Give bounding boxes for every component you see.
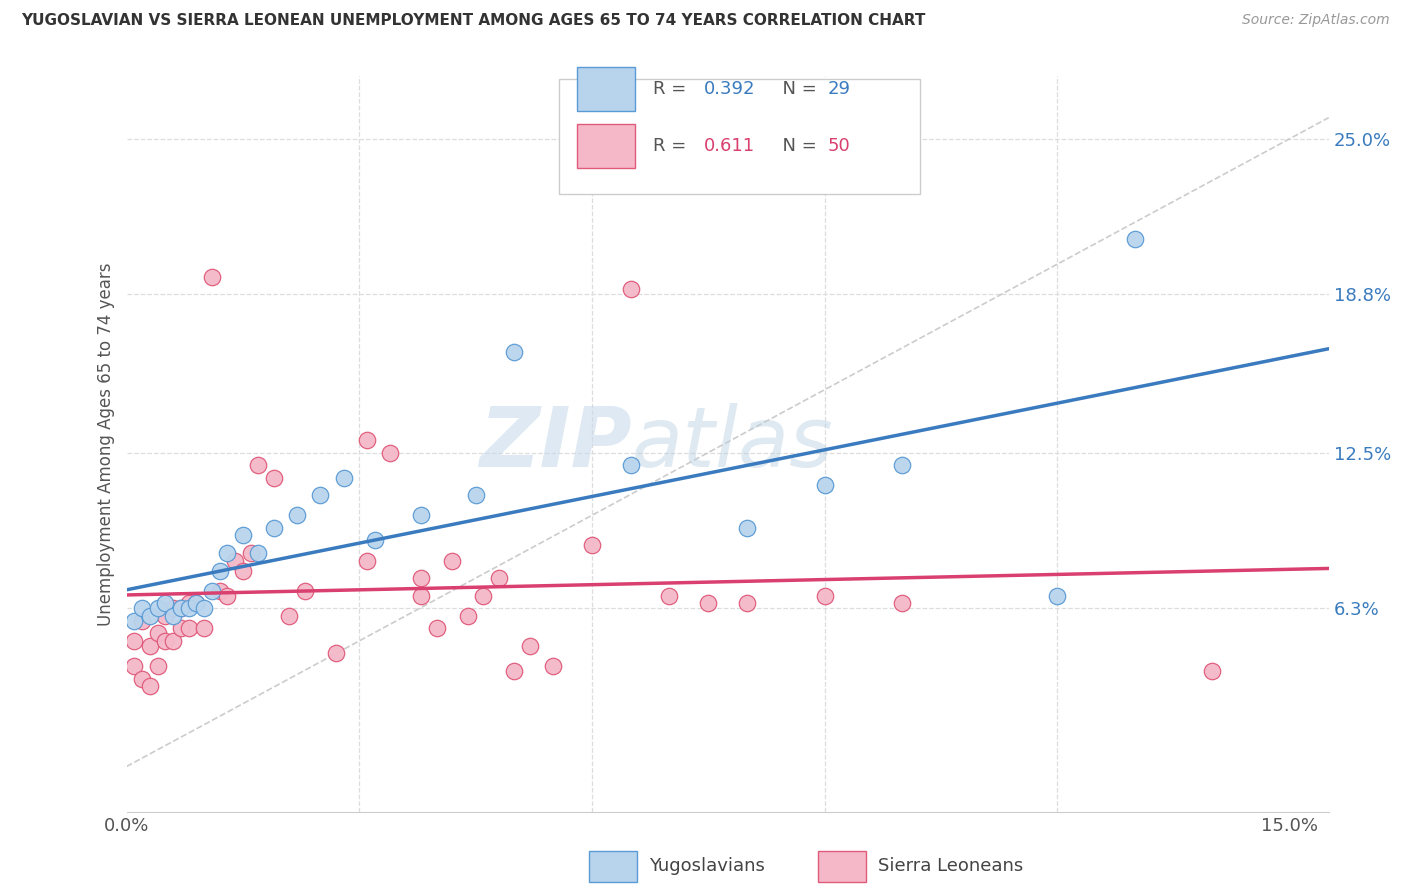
- Point: [177, 621, 200, 635]
- Text: 50: 50: [827, 137, 851, 155]
- Point: [224, 553, 246, 567]
- Point: [139, 639, 162, 653]
- Point: [124, 659, 146, 673]
- Text: N =: N =: [770, 80, 823, 98]
- Point: [411, 589, 433, 603]
- Point: [278, 608, 301, 623]
- Point: [170, 621, 193, 635]
- Point: [201, 269, 224, 284]
- Text: Source: ZipAtlas.com: Source: ZipAtlas.com: [1241, 13, 1389, 28]
- Y-axis label: Unemployment Among Ages 65 to 74 years: Unemployment Among Ages 65 to 74 years: [97, 262, 115, 625]
- Point: [247, 458, 270, 472]
- Point: [247, 546, 270, 560]
- Text: N =: N =: [770, 137, 823, 155]
- Point: [285, 508, 308, 523]
- FancyBboxPatch shape: [578, 124, 636, 169]
- Point: [239, 546, 262, 560]
- Point: [146, 601, 169, 615]
- Point: [162, 601, 184, 615]
- Point: [162, 608, 184, 623]
- Text: R =: R =: [652, 137, 697, 155]
- Point: [735, 596, 758, 610]
- Point: [356, 433, 378, 447]
- Point: [162, 634, 184, 648]
- Point: [232, 528, 254, 542]
- Point: [488, 571, 510, 585]
- Point: [813, 589, 835, 603]
- Point: [131, 601, 153, 615]
- Point: [208, 583, 231, 598]
- Point: [356, 553, 378, 567]
- FancyBboxPatch shape: [818, 851, 866, 881]
- Point: [177, 601, 200, 615]
- Text: Sierra Leoneans: Sierra Leoneans: [877, 857, 1024, 875]
- Point: [464, 488, 486, 502]
- Point: [177, 596, 200, 610]
- Point: [201, 583, 224, 598]
- Text: YUGOSLAVIAN VS SIERRA LEONEAN UNEMPLOYMENT AMONG AGES 65 TO 74 YEARS CORRELATION: YUGOSLAVIAN VS SIERRA LEONEAN UNEMPLOYME…: [21, 13, 925, 29]
- Point: [541, 659, 564, 673]
- Point: [208, 564, 231, 578]
- Point: [186, 596, 208, 610]
- Point: [457, 608, 479, 623]
- Point: [170, 601, 193, 615]
- Point: [426, 621, 449, 635]
- Point: [124, 614, 146, 628]
- Point: [380, 445, 402, 459]
- Point: [309, 488, 332, 502]
- Text: R =: R =: [652, 80, 692, 98]
- FancyBboxPatch shape: [560, 79, 920, 194]
- Point: [411, 508, 433, 523]
- Point: [503, 345, 526, 359]
- Point: [364, 533, 387, 548]
- Point: [658, 589, 681, 603]
- Point: [294, 583, 316, 598]
- Point: [139, 608, 162, 623]
- Point: [131, 672, 153, 686]
- Point: [411, 571, 433, 585]
- Point: [1046, 589, 1069, 603]
- FancyBboxPatch shape: [589, 851, 637, 881]
- Point: [146, 626, 169, 640]
- Text: 0.611: 0.611: [703, 137, 755, 155]
- Point: [232, 564, 254, 578]
- Point: [146, 659, 169, 673]
- Point: [620, 458, 643, 472]
- Point: [217, 546, 239, 560]
- Point: [325, 647, 347, 661]
- Point: [891, 596, 914, 610]
- Point: [620, 282, 643, 296]
- Point: [735, 521, 758, 535]
- Point: [217, 589, 239, 603]
- Text: 0.392: 0.392: [703, 80, 755, 98]
- Point: [1123, 232, 1146, 246]
- Text: atlas: atlas: [631, 403, 834, 484]
- Point: [441, 553, 464, 567]
- Point: [124, 634, 146, 648]
- Text: 29: 29: [827, 80, 851, 98]
- Point: [155, 634, 177, 648]
- FancyBboxPatch shape: [578, 67, 636, 112]
- Point: [891, 458, 914, 472]
- Point: [697, 596, 720, 610]
- Point: [155, 608, 177, 623]
- Point: [503, 664, 526, 678]
- Point: [193, 601, 215, 615]
- Point: [186, 596, 208, 610]
- Point: [155, 596, 177, 610]
- Point: [519, 639, 541, 653]
- Point: [263, 471, 285, 485]
- Point: [139, 679, 162, 693]
- Point: [472, 589, 495, 603]
- Point: [193, 621, 215, 635]
- Point: [263, 521, 285, 535]
- Text: Yugoslavians: Yugoslavians: [650, 857, 765, 875]
- Point: [170, 601, 193, 615]
- Point: [131, 614, 153, 628]
- Point: [581, 539, 603, 553]
- Point: [813, 478, 835, 492]
- Point: [1201, 664, 1223, 678]
- Text: ZIP: ZIP: [479, 403, 631, 484]
- Point: [332, 471, 354, 485]
